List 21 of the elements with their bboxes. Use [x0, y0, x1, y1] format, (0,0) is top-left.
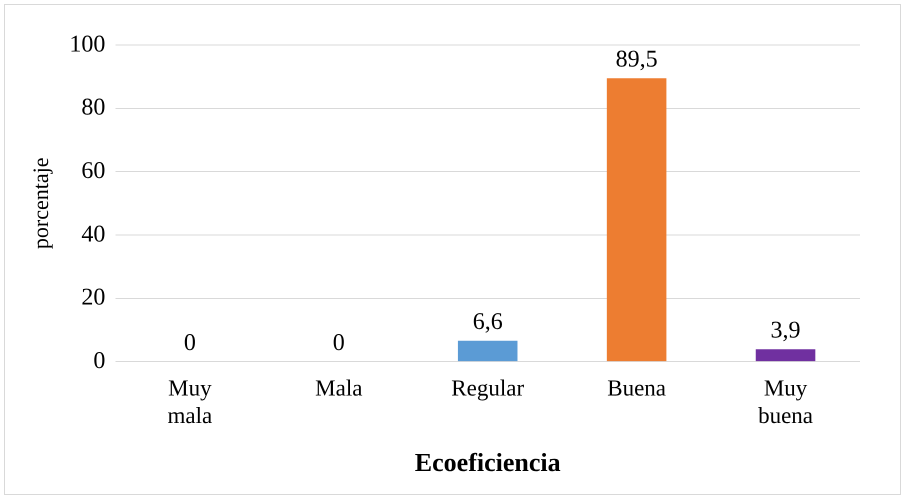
- y-tick-label: 100: [69, 31, 106, 58]
- x-tick-label: Muy mala: [168, 375, 212, 428]
- data-label: 0: [184, 330, 196, 356]
- y-tick-label: 60: [81, 158, 106, 184]
- bar: [756, 349, 816, 362]
- y-tick-label: 80: [81, 94, 106, 121]
- data-label: 89,5: [616, 46, 658, 73]
- y-tick-label: 0: [93, 348, 106, 374]
- x-tick-label: Regular: [451, 375, 524, 400]
- y-axis-title: porcentaje: [28, 157, 53, 250]
- x-tick-label: Mala: [315, 375, 362, 400]
- x-tick-label: Muy buena: [758, 375, 813, 428]
- data-label: 3,9: [770, 318, 801, 344]
- bar: [458, 340, 518, 362]
- data-label: 6,6: [472, 309, 503, 335]
- bar: [606, 78, 666, 362]
- data-label: 0: [332, 330, 345, 356]
- y-tick-label: 20: [81, 284, 106, 311]
- y-tick-label: 40: [81, 221, 106, 248]
- x-tick-label: Buena: [607, 375, 666, 400]
- x-axis-title: Ecoeficiencia: [414, 448, 561, 478]
